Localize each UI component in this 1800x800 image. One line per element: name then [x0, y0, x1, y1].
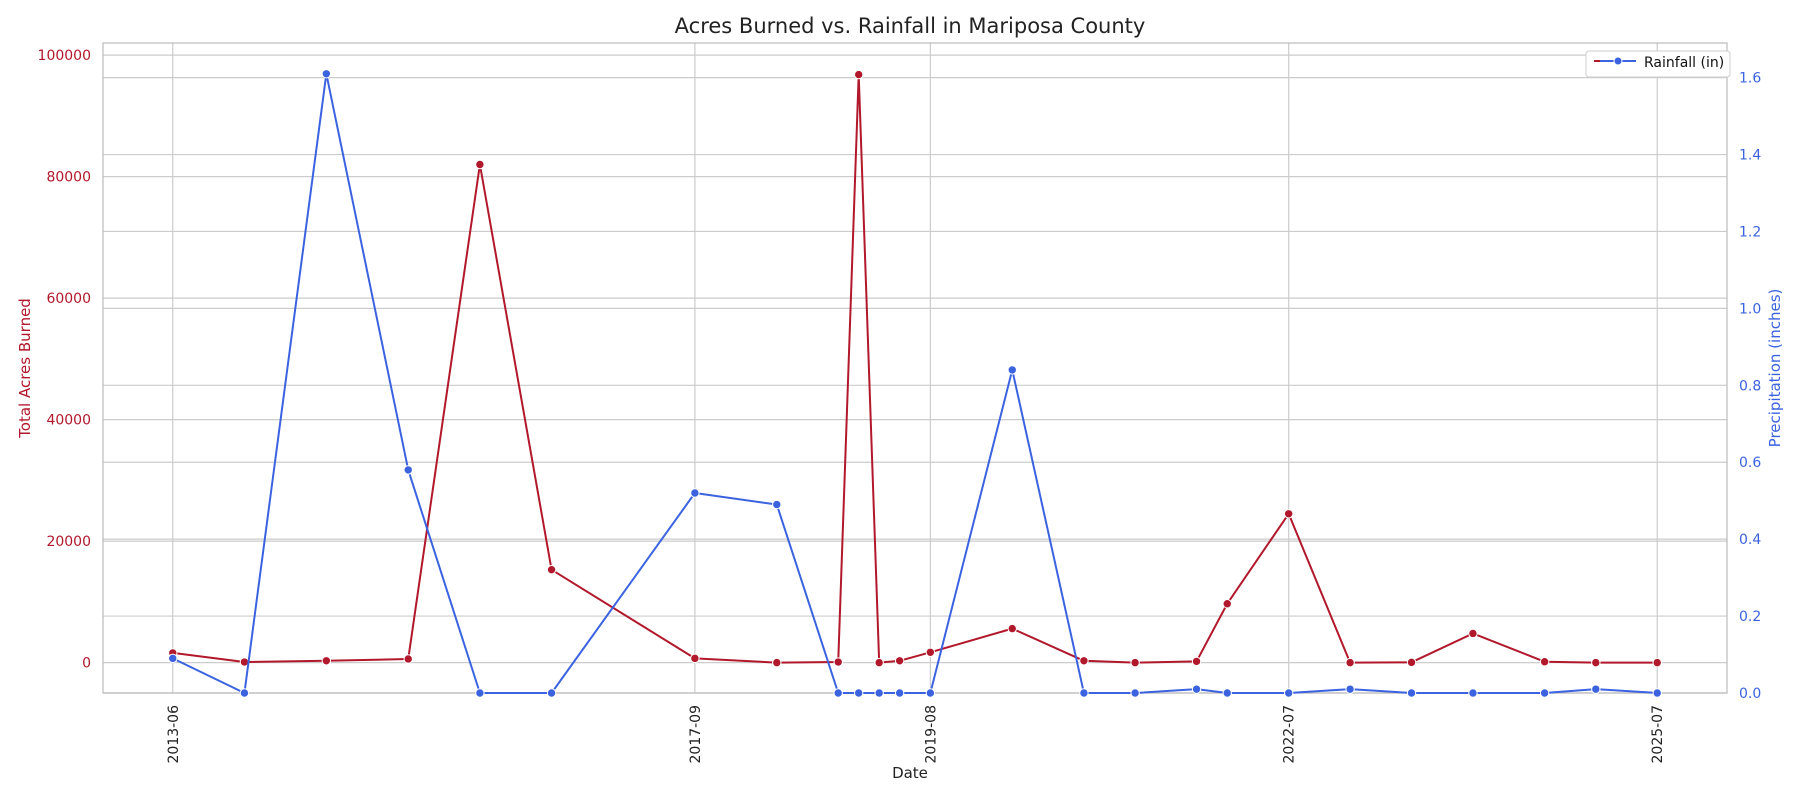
rainfall-point — [772, 499, 782, 510]
acres-burned-point — [1345, 657, 1355, 668]
acres-burned-point — [1468, 628, 1478, 639]
plot-frame — [102, 42, 1728, 694]
left-y-tick-label: 60000 — [46, 291, 91, 307]
x-tick-label: 2017-09 — [688, 705, 704, 764]
series-acres-burned — [168, 69, 1662, 668]
left-y-tick-label: 100000 — [38, 48, 91, 64]
acres-burned-point — [1191, 656, 1202, 667]
acres-burned-point — [690, 653, 700, 664]
acres-burned-point — [403, 654, 413, 664]
right-y-axis-label: Precipitation (inches) — [1766, 289, 1784, 448]
right-y-tick-label: 1.0 — [1739, 301, 1761, 317]
x-tick-label: 2025-07 — [1650, 705, 1666, 764]
left-y-tick-label: 80000 — [46, 170, 91, 186]
rainfall-point — [1652, 688, 1662, 698]
legend-marker-rainfall — [1613, 56, 1623, 66]
rainfall-line — [172, 72, 1658, 694]
series-layer — [168, 69, 1662, 698]
acres-burned-point — [833, 657, 843, 667]
rainfall-point — [1591, 684, 1601, 694]
acres-burned-point — [874, 657, 884, 668]
x-axis-label: Date — [892, 764, 928, 782]
legend-box — [1585, 50, 1731, 78]
acres-burned-line — [172, 73, 1658, 664]
rainfall-point — [925, 688, 936, 698]
acres-burned-point — [925, 647, 936, 657]
rainfall-point — [853, 688, 864, 698]
left-y-axis-label: Total Acres Burned — [16, 298, 34, 439]
rainfall-point — [874, 688, 884, 698]
acres-burned-point — [1591, 657, 1601, 668]
right-y-tick-label: 0.8 — [1739, 378, 1761, 394]
right-y-axis: 0.0 0.2 0.4 0.6 0.8 1.0 1.2 1.4 1.6 — [1739, 71, 1761, 702]
acres-burned-point — [853, 69, 864, 80]
x-tick-label: 2013-06 — [166, 705, 182, 764]
acres-burned-point — [1130, 657, 1140, 668]
rainfall-point — [1539, 688, 1550, 698]
x-tick-label: 2019-08 — [923, 705, 939, 764]
rainfall-point — [1283, 688, 1294, 698]
acres-burned-point — [1079, 656, 1089, 666]
rainfall-point — [475, 688, 485, 698]
left-y-axis: 0 20000 40000 60000 80000 100000 — [38, 48, 91, 671]
right-y-tick-label: 0.0 — [1739, 686, 1761, 702]
rainfall-point — [1079, 688, 1089, 698]
right-y-tick-label: 1.2 — [1739, 224, 1761, 240]
acres-burned-point — [1283, 509, 1294, 519]
rainfall-point — [546, 688, 557, 698]
acres-burned-point — [1652, 657, 1662, 668]
left-y-tick-label: 40000 — [46, 413, 91, 429]
acres-burned-point — [1222, 599, 1232, 609]
acres-burned-point — [1007, 623, 1017, 634]
left-y-tick-label: 0 — [82, 656, 91, 672]
rainfall-point — [1468, 688, 1478, 698]
legend-label-rainfall: Rainfall (in) — [1644, 55, 1724, 71]
rainfall-point — [403, 465, 413, 475]
rainfall-point — [833, 688, 843, 698]
rainfall-point — [321, 69, 332, 79]
left-y-tick-label: 20000 — [46, 534, 91, 550]
plot-border — [102, 42, 1728, 694]
x-axis: 2013-06 2017-09 2019-08 2022-07 2025-07 — [166, 705, 1666, 764]
acres-burned-point — [894, 656, 905, 666]
rainfall-point — [894, 688, 905, 698]
rainfall-point — [1222, 688, 1232, 698]
grid — [103, 43, 1727, 694]
acres-burned-point — [1539, 657, 1550, 667]
acres-burned-point — [772, 657, 782, 668]
rainfall-point — [168, 653, 178, 664]
rainfall-point — [1345, 684, 1355, 694]
rainfall-point — [1406, 688, 1417, 698]
acres-burned-point — [321, 656, 332, 666]
right-y-tick-label: 0.2 — [1739, 609, 1761, 625]
right-y-tick-label: 1.6 — [1739, 71, 1761, 87]
right-y-tick-label: 1.4 — [1739, 148, 1761, 164]
acres-burned-point — [475, 159, 485, 170]
rainfall-point — [1191, 684, 1202, 694]
rainfall-point — [239, 688, 250, 698]
acres-burned-point — [546, 564, 557, 575]
right-y-tick-label: 0.4 — [1739, 532, 1761, 548]
x-tick-label: 2022-07 — [1282, 705, 1298, 764]
acres-burned-point — [1406, 657, 1417, 668]
right-y-tick-label: 0.6 — [1739, 455, 1761, 471]
rainfall-point — [1130, 688, 1140, 698]
rainfall-point — [690, 488, 700, 498]
chart-title: Acres Burned vs. Rainfall in Mariposa Co… — [675, 14, 1146, 38]
legend[interactable]: Rainfall (in) — [1585, 50, 1731, 78]
series-rainfall — [168, 69, 1662, 698]
rainfall-point — [1007, 365, 1017, 375]
